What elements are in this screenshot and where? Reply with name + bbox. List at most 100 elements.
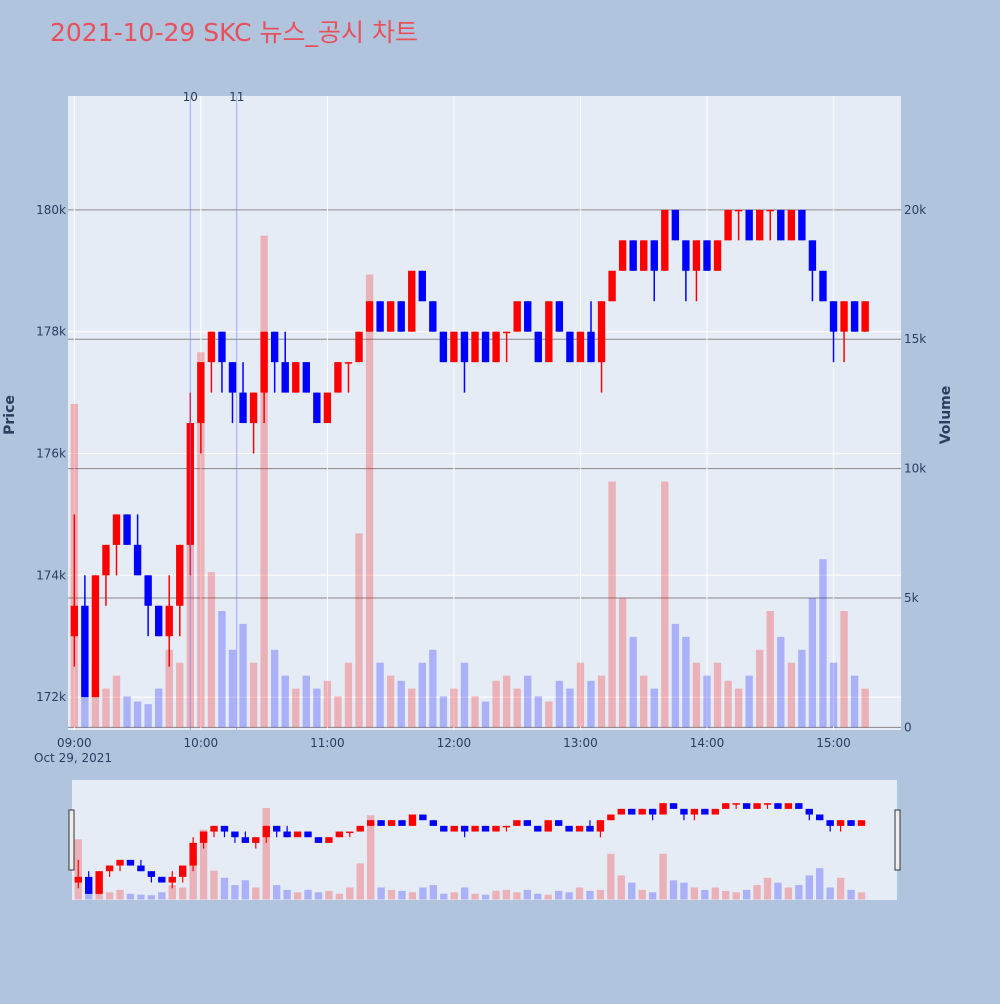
slider-volume-bar bbox=[137, 894, 145, 900]
candle-body bbox=[344, 362, 353, 364]
slider-volume-bar bbox=[272, 885, 281, 900]
range-handle[interactable] bbox=[894, 809, 901, 871]
slider-volume-bar bbox=[659, 853, 667, 900]
candle-body bbox=[640, 240, 648, 271]
slider-candle-body bbox=[210, 825, 218, 832]
slider-candle-body bbox=[586, 825, 594, 832]
volume-bar bbox=[850, 675, 859, 728]
candle-body bbox=[102, 544, 110, 576]
slider-volume-bar bbox=[544, 894, 552, 900]
x-tick-label: 14:00 bbox=[690, 736, 725, 750]
volume-bar bbox=[344, 662, 353, 728]
slider-candle-body bbox=[74, 876, 82, 883]
volume-bar bbox=[661, 481, 669, 728]
candle-body bbox=[260, 331, 268, 393]
slider-candle-body bbox=[105, 865, 114, 872]
candle-body bbox=[144, 575, 152, 606]
candle-body bbox=[492, 331, 500, 363]
candle-body bbox=[734, 209, 743, 212]
candle-body bbox=[239, 392, 247, 424]
range-slider[interactable] bbox=[72, 780, 897, 900]
slider-candle-body bbox=[293, 831, 302, 838]
volume-bar bbox=[302, 675, 310, 728]
slider-volume-bar bbox=[408, 892, 417, 900]
slider-volume-bar bbox=[471, 893, 479, 900]
volume-bar bbox=[91, 680, 100, 728]
volume-bar bbox=[513, 688, 521, 728]
candle-body bbox=[861, 301, 869, 332]
slider-volume-bar bbox=[753, 885, 761, 900]
slider-volume-bar bbox=[638, 889, 646, 900]
slider-volume-bar bbox=[105, 892, 114, 900]
slider-candle-body bbox=[241, 837, 250, 843]
x-tick-label: 15:00 bbox=[816, 736, 851, 750]
slider-candle-body bbox=[429, 820, 438, 826]
y2-tick-label: 10k bbox=[904, 462, 926, 476]
volume-bar bbox=[207, 572, 216, 728]
candle-body bbox=[439, 331, 448, 363]
range-handle[interactable] bbox=[68, 809, 75, 871]
slider-candle-body bbox=[356, 825, 364, 832]
slider-candle-body bbox=[784, 803, 793, 809]
slider-volume-bar bbox=[398, 890, 406, 900]
candle-body bbox=[81, 605, 89, 698]
candle-body bbox=[313, 392, 321, 424]
candle-body bbox=[766, 209, 774, 212]
slider-candle-body bbox=[335, 831, 344, 838]
slider-candle-body bbox=[398, 820, 406, 826]
slider-candle-body bbox=[774, 803, 782, 809]
candle-body bbox=[650, 240, 658, 271]
volume-bar bbox=[545, 701, 553, 728]
candle-body bbox=[70, 605, 79, 637]
candle-body bbox=[365, 301, 374, 332]
slider-candle-body bbox=[816, 814, 824, 821]
candle-body bbox=[386, 301, 395, 332]
volume-bar bbox=[365, 274, 374, 728]
volume-bar bbox=[861, 688, 869, 728]
volume-bar bbox=[819, 559, 827, 728]
slider-volume-bar bbox=[481, 894, 490, 900]
slider-volume-bar bbox=[774, 882, 782, 900]
candle-body bbox=[418, 270, 426, 302]
slider-candle-body bbox=[596, 820, 605, 832]
slider-candle-body bbox=[513, 820, 521, 826]
slider-volume-bar bbox=[346, 887, 354, 900]
slider-candle-body bbox=[565, 825, 573, 832]
slider-volume-bar bbox=[126, 893, 135, 900]
y2-axis-title: Volume bbox=[938, 386, 954, 445]
candle-body bbox=[355, 331, 363, 363]
slider-volume-bar bbox=[784, 887, 793, 900]
x-tick-label: 11:00 bbox=[310, 736, 345, 750]
slider-volume-bar bbox=[356, 863, 364, 900]
slider-candle-body bbox=[701, 808, 709, 815]
volume-bar bbox=[313, 688, 321, 728]
candle-body bbox=[661, 209, 669, 271]
slider-volume-bar bbox=[377, 887, 385, 900]
volume-bar bbox=[334, 696, 342, 728]
slider-candle-body bbox=[262, 825, 270, 838]
volume-bar bbox=[766, 610, 774, 728]
slider-volume-bar bbox=[502, 889, 511, 900]
slider-candle-body bbox=[147, 871, 156, 877]
candle-body bbox=[302, 362, 310, 393]
candle-body bbox=[460, 331, 469, 363]
volume-bar bbox=[176, 662, 184, 728]
slider-candle-body bbox=[847, 820, 855, 826]
slider-candle-body bbox=[471, 825, 479, 832]
volume-bar bbox=[534, 696, 542, 728]
candle-body bbox=[281, 362, 289, 393]
volume-bar bbox=[249, 662, 258, 728]
candle-body bbox=[524, 301, 532, 332]
volume-bar bbox=[629, 636, 637, 728]
slider-volume-bar bbox=[607, 853, 615, 900]
candle-body bbox=[502, 331, 511, 334]
slider-volume-bar bbox=[210, 870, 218, 900]
slider-candle-body bbox=[231, 831, 239, 838]
candle-body bbox=[597, 301, 606, 363]
slider-volume-bar bbox=[283, 889, 291, 900]
slider-candle-body bbox=[314, 837, 323, 843]
candle-body bbox=[798, 209, 806, 241]
slider-candle-body bbox=[732, 803, 740, 805]
volume-bar bbox=[292, 688, 300, 728]
candle-body bbox=[197, 362, 205, 424]
